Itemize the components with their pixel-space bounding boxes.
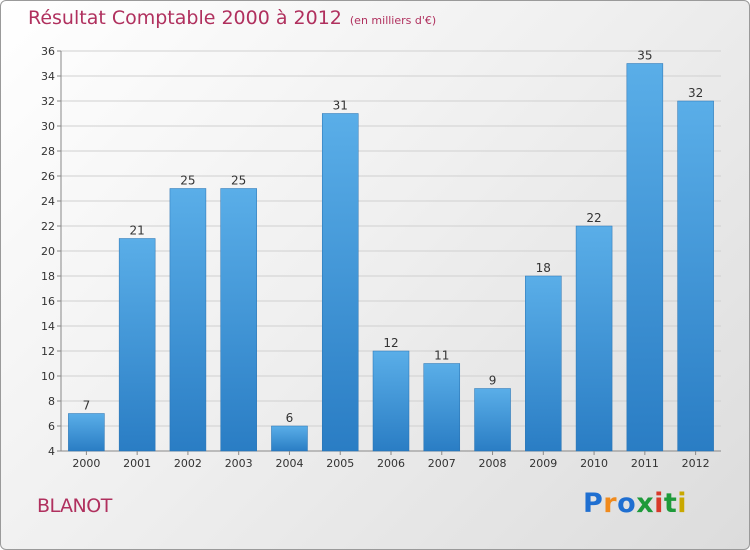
bar — [118, 238, 156, 452]
x-tick-label: 2003 — [225, 457, 253, 470]
chart-subtitle: (en milliers d'€) — [349, 14, 437, 27]
bar-value-label: 9 — [489, 374, 497, 388]
x-tick-label: 2002 — [174, 457, 202, 470]
y-tick-label: 10 — [41, 370, 55, 383]
y-tick-label: 36 — [41, 45, 55, 58]
logo-letter: i — [654, 488, 664, 519]
bar-value-label: 12 — [383, 336, 398, 350]
bar — [474, 388, 511, 452]
y-tick-label: 4 — [48, 445, 55, 458]
y-tick-label: 30 — [41, 120, 55, 133]
bar — [677, 100, 714, 452]
bar — [525, 275, 562, 452]
x-tick-label: 2009 — [529, 457, 557, 470]
bar — [68, 413, 105, 452]
y-tick-label: 26 — [41, 170, 55, 183]
y-tick-label: 22 — [41, 220, 55, 233]
x-tick-label: 2010 — [580, 457, 608, 470]
bar-value-label: 22 — [586, 211, 601, 225]
bar — [626, 63, 664, 452]
logo-letter: i — [677, 488, 688, 519]
logo-letter: o — [617, 488, 637, 519]
bar — [372, 350, 410, 452]
bar-value-label: 35 — [637, 49, 652, 63]
bar-value-label: 21 — [130, 224, 145, 238]
x-tick-label: 2012 — [682, 457, 710, 470]
x-tick-label: 2008 — [479, 457, 507, 470]
y-tick-label: 8 — [48, 395, 55, 408]
place-name: BLANOT — [37, 495, 112, 517]
y-tick-label: 20 — [41, 245, 55, 258]
bar — [423, 363, 461, 452]
y-tick-label: 28 — [41, 145, 55, 158]
bar — [575, 225, 613, 452]
bar-value-label: 32 — [688, 86, 703, 100]
bar — [321, 113, 359, 452]
x-tick-label: 2005 — [326, 457, 354, 470]
logo-letter: x — [636, 488, 655, 519]
bar — [169, 188, 207, 452]
x-tick-label: 2011 — [631, 457, 659, 470]
y-tick-label: 24 — [41, 195, 55, 208]
y-tick-label: 34 — [41, 70, 55, 83]
bar-value-label: 25 — [231, 174, 246, 188]
x-tick-label: 2001 — [123, 457, 151, 470]
x-tick-label: 2006 — [377, 457, 405, 470]
logo-letter: t — [663, 488, 678, 519]
bar — [220, 188, 257, 452]
y-tick-label: 12 — [41, 345, 55, 358]
proxiti-logo: Proxiti — [583, 488, 687, 519]
logo-letter: r — [603, 488, 618, 519]
x-tick-label: 2000 — [72, 457, 100, 470]
bar-value-label: 7 — [83, 399, 91, 413]
y-tick-label: 6 — [48, 420, 55, 433]
bar — [271, 425, 308, 452]
y-tick-label: 14 — [41, 320, 55, 333]
y-tick-label: 16 — [41, 295, 55, 308]
bar-value-label: 11 — [434, 349, 449, 363]
x-tick-label: 2004 — [275, 457, 303, 470]
chart-title: Résultat Comptable 2000 à 2012 — [28, 7, 342, 29]
bar-value-label: 6 — [286, 411, 294, 425]
bar-value-label: 25 — [180, 174, 195, 188]
title-row: Résultat Comptable 2000 à 2012 (en millie… — [28, 7, 436, 29]
x-tick-label: 2007 — [428, 457, 456, 470]
y-tick-label: 32 — [41, 95, 55, 108]
bar-value-label: 18 — [536, 261, 551, 275]
logo-letter: P — [583, 488, 604, 519]
bar-value-label: 31 — [333, 99, 348, 113]
y-tick-label: 18 — [41, 270, 55, 283]
